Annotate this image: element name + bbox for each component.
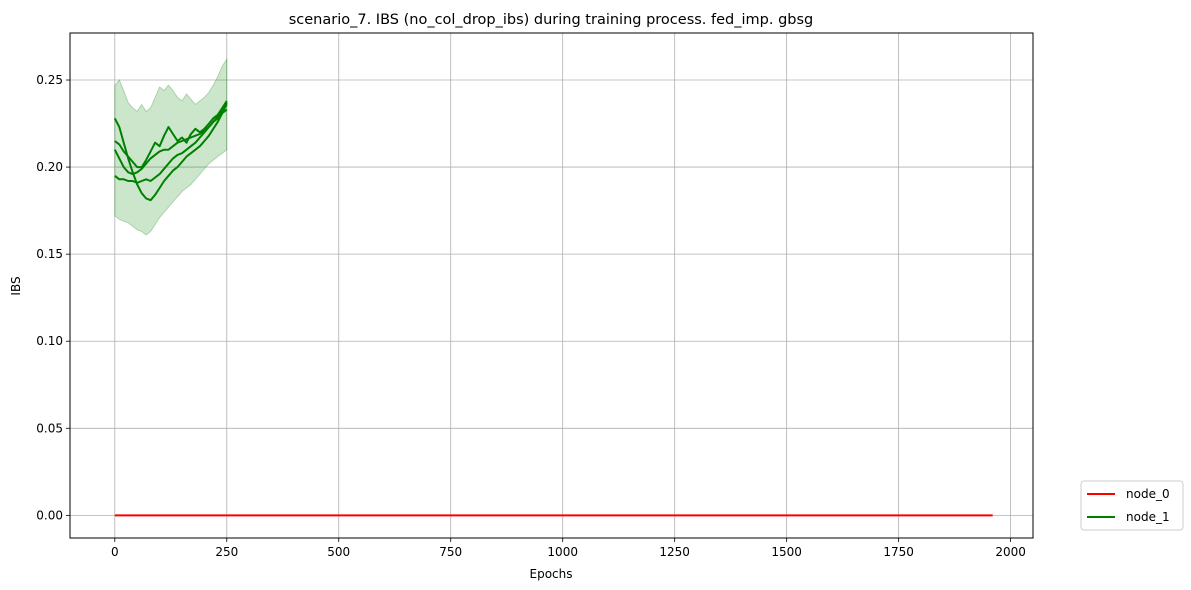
- y-tick-label: 0.25: [36, 73, 63, 87]
- x-tick-label: 0: [111, 545, 119, 559]
- x-tick-label: 1750: [883, 545, 914, 559]
- x-tick-label: 750: [439, 545, 462, 559]
- node-1-trace-line: [114, 100, 228, 169]
- chart-title: scenario_7. IBS (no_col_drop_ibs) during…: [289, 12, 814, 28]
- legend-label-node-1: node_1: [1126, 510, 1170, 524]
- x-axis-ticks: 0 250 500 750 1000 1250 1500 1750 2000: [111, 538, 1026, 559]
- y-tick-label: 0.20: [36, 160, 63, 174]
- y-tick-label: 0.05: [36, 421, 63, 435]
- x-tick-label: 1000: [547, 545, 578, 559]
- x-tick-label: 1250: [659, 545, 690, 559]
- x-tick-label: 2000: [995, 545, 1026, 559]
- y-tick-label: 0.10: [36, 334, 63, 348]
- y-tick-label: 0.15: [36, 247, 63, 261]
- legend-label-node-0: node_0: [1126, 487, 1170, 501]
- x-tick-label: 250: [215, 545, 238, 559]
- x-axis-title: Epochs: [530, 567, 573, 581]
- node-1-line: [113, 108, 228, 176]
- legend: node_0 node_1: [1080, 480, 1184, 531]
- y-axis-ticks: 0.00 0.05 0.10 0.15 0.20 0.25: [36, 73, 70, 522]
- y-axis-title: IBS: [9, 276, 23, 295]
- x-tick-label: 500: [327, 545, 350, 559]
- x-tick-label: 1500: [771, 545, 802, 559]
- y-tick-label: 0.00: [36, 508, 63, 522]
- series-lines: [113, 100, 993, 517]
- plot-area-frame: [69, 32, 1034, 539]
